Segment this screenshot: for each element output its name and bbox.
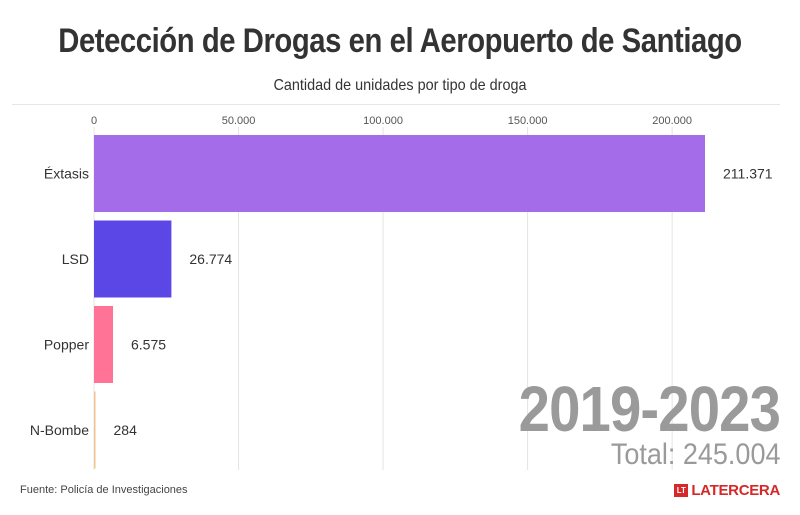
category-label: N-Bombe — [30, 422, 89, 438]
category-label: Popper — [44, 337, 89, 353]
brand-logo: LT LATERCERA — [674, 482, 780, 499]
x-tick-label: 50.000 — [222, 115, 256, 127]
bar — [94, 135, 705, 212]
x-tick-label: 0 — [91, 115, 97, 127]
x-tick-label: 100.000 — [363, 115, 403, 127]
value-label: 26.774 — [189, 251, 232, 267]
bar-chart: 0 50.000 100.000 150.000 200.000 Éxtasis 211.3… — [30, 115, 773, 470]
bar — [94, 220, 172, 298]
category-label: LSD — [62, 251, 89, 267]
logo-mark-icon: LT — [674, 484, 689, 497]
x-tick-label: 150.000 — [508, 115, 548, 127]
total-annotation: Total: 245.004 — [610, 438, 780, 471]
bar — [94, 306, 114, 383]
value-label: 284 — [114, 422, 138, 438]
value-label: 211.371 — [723, 166, 773, 182]
bar — [94, 391, 96, 469]
chart-subtitle: Cantidad de unidades por tipo de droga — [273, 77, 527, 94]
header-divider — [12, 104, 780, 105]
logo-text: LATERCERA — [691, 482, 780, 499]
value-label: 6.575 — [131, 337, 166, 353]
x-tick-label: 200.000 — [652, 115, 692, 127]
period-annotation: 2019-2023 — [518, 373, 781, 445]
source-note: Fuente: Policía de Investigaciones — [20, 484, 188, 496]
chart-title: Detección de Drogas en el Aeropuerto de … — [58, 22, 742, 60]
category-label: Éxtasis — [44, 166, 89, 182]
